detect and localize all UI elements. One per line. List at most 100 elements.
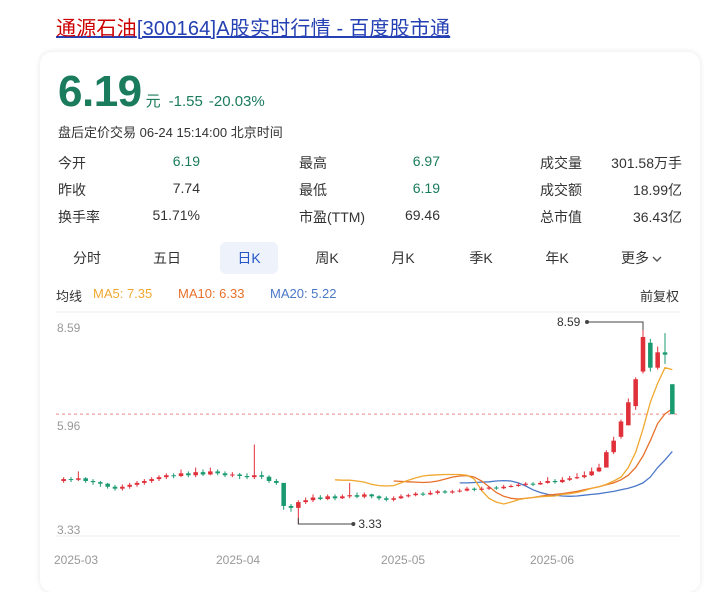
tab-daily-k[interactable]: 日K: [220, 242, 278, 274]
candle-body: [567, 478, 572, 480]
candle-body: [464, 488, 470, 491]
candle-body: [582, 475, 587, 478]
candle-body: [171, 475, 176, 477]
tab-five-day[interactable]: 五日: [153, 250, 181, 266]
y-tick-high: 8.59: [57, 321, 81, 335]
candle-body: [501, 486, 506, 489]
candle-body: [611, 440, 616, 453]
candle-body: [281, 482, 286, 506]
candle-body: [640, 336, 646, 372]
candle-body: [457, 490, 462, 492]
prev-close-label: 昨收: [58, 182, 86, 198]
candle-body: [347, 495, 352, 497]
tab-intraday[interactable]: 分时: [73, 250, 101, 266]
candle-body: [530, 483, 536, 485]
candle-body: [134, 482, 140, 485]
max-marker-dot: [585, 320, 589, 324]
max-price-label: 8.59: [557, 315, 581, 329]
ma-label: 均线: [56, 289, 83, 304]
ma20-value: MA20: 5.22: [270, 286, 337, 301]
candle-body: [318, 497, 323, 500]
candle-body: [208, 471, 213, 475]
x-tick-jun: 2025-06: [530, 553, 574, 567]
adjust-mode-button[interactable]: 前复权: [640, 289, 680, 304]
candle-body: [486, 487, 492, 489]
mktcap-value: 36.43亿: [632, 209, 682, 225]
candle-body: [596, 467, 602, 472]
ma10-value: MA10: 6.33: [178, 286, 245, 301]
candle-body: [340, 496, 345, 499]
tab-weekly-k[interactable]: 周K: [315, 250, 339, 266]
price-unit: 元: [145, 93, 161, 110]
min-marker-line: [297, 518, 354, 525]
candle-body: [266, 476, 272, 481]
min-price-label: 3.33: [358, 517, 382, 531]
candle-body: [142, 480, 147, 483]
candle-body: [670, 384, 675, 415]
candle-body: [127, 484, 132, 487]
candle-body: [164, 475, 169, 478]
open-value: 6.19: [172, 153, 200, 169]
chevron-down-icon: [652, 256, 662, 263]
candle-body: [655, 352, 660, 368]
ma5-value: MA5: 7.35: [93, 286, 153, 301]
candle-body: [354, 495, 360, 497]
tab-quarterly-k[interactable]: 季K: [469, 250, 493, 266]
prev-close-value: 7.74: [172, 180, 200, 196]
kline-chart[interactable]: 8.59 5.96 3.33 8.593.33 2025-03 2025-04 …: [40, 310, 700, 579]
candle-body: [112, 486, 118, 489]
candle-body: [662, 352, 668, 355]
low-value: 6.19: [412, 180, 440, 196]
candle-body: [325, 496, 330, 500]
page-title-link[interactable]: 通源石油[300164]A股实时行情 - 百度股市通: [56, 12, 450, 41]
candle-body: [472, 488, 477, 490]
candle-body: [545, 480, 550, 483]
candle-body: [494, 487, 499, 489]
low-label: 最低: [299, 182, 327, 198]
tab-monthly-k[interactable]: 月K: [391, 250, 415, 266]
candle-body: [310, 497, 316, 501]
candle-body: [296, 502, 301, 508]
candle-body: [384, 498, 389, 500]
page-title-rest[interactable]: [300164]A股实时行情 - 百度股市通: [136, 18, 451, 40]
candle-body: [288, 505, 294, 508]
candle-body: [156, 477, 162, 480]
candle-body: [406, 495, 411, 497]
candle-body: [186, 473, 191, 476]
candle-body: [120, 486, 125, 489]
candle-body: [552, 480, 558, 483]
tab-more-label: 更多: [621, 250, 649, 266]
candle-body: [618, 421, 624, 437]
tab-more[interactable]: 更多: [612, 242, 672, 274]
candle-body: [222, 473, 228, 476]
amount-label: 成交额: [540, 182, 582, 198]
y-tick-mid: 5.96: [57, 419, 81, 433]
candle-body: [560, 479, 565, 483]
tab-yearly-k[interactable]: 年K: [545, 250, 569, 266]
volume-value: 301.58万手: [611, 155, 682, 171]
pe-label: 市盈(TTM): [299, 209, 366, 225]
candle-body: [68, 479, 74, 481]
stock-name[interactable]: 通源石油: [56, 18, 137, 40]
x-tick-apr: 2025-04: [216, 553, 260, 567]
candle-body: [516, 484, 521, 486]
turnover-label: 换手率: [58, 209, 100, 225]
candle-body: [244, 475, 250, 478]
candle-body: [604, 452, 609, 468]
candle-body: [428, 492, 433, 495]
candle-body: [252, 475, 257, 478]
mktcap-label: 总市值: [540, 209, 582, 225]
price-row: 6.19 元 -1.55 -20.03%: [58, 70, 265, 114]
candle-body: [200, 472, 206, 475]
min-marker-dot: [351, 522, 356, 526]
x-tick-may: 2025-05: [381, 553, 425, 567]
trade-info: 盘后定价交易 06-24 15:14:00 北京时间: [58, 125, 283, 140]
candle-body: [413, 493, 418, 496]
candle-body: [76, 478, 81, 480]
candle-body: [83, 478, 88, 481]
candle-body: [479, 488, 484, 490]
current-price: 6.19: [58, 67, 142, 116]
candle-body: [149, 479, 154, 481]
candle-body: [105, 483, 110, 487]
amount-value: 18.99亿: [632, 182, 682, 198]
